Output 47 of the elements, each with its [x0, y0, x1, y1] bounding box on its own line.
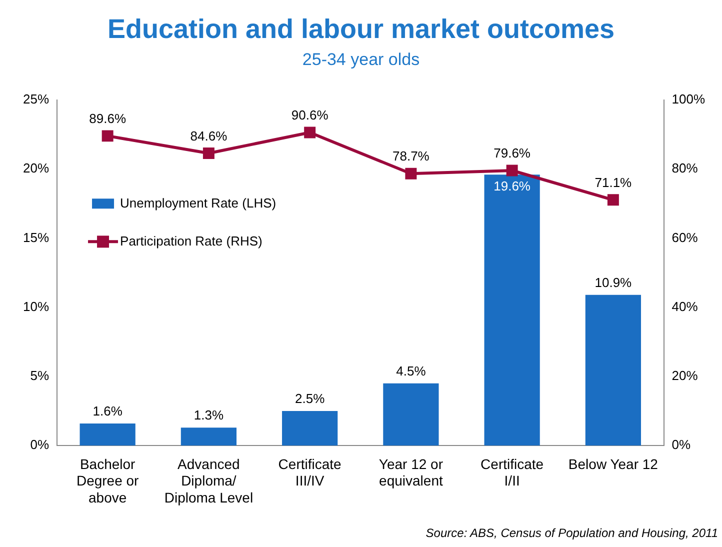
y2-tick-label: 40% — [672, 298, 698, 314]
data-label: 2.5% — [295, 391, 326, 406]
data-label: 71.1% — [594, 174, 632, 190]
bar — [484, 174, 540, 446]
bar — [180, 428, 237, 446]
point — [202, 147, 214, 159]
point — [102, 130, 114, 142]
y2-tick-label: 60% — [672, 230, 698, 245]
y-tick-label: 25% — [22, 92, 50, 107]
x-tick-label: Year 12 or equivalent — [378, 456, 444, 489]
x-tick-label: Advanced Diploma/ Diploma Level — [164, 456, 254, 506]
point — [304, 126, 316, 138]
bar — [80, 423, 136, 446]
bar — [585, 294, 641, 446]
x-tick-label: Certificate I/II — [480, 456, 544, 489]
point — [405, 168, 417, 180]
y2-tick-label: 20% — [672, 368, 698, 384]
chart-subtitle: 25-34 year olds — [301, 50, 421, 70]
x-tick-label: Below Year 12 — [568, 456, 658, 472]
data-label: 10.9% — [594, 274, 632, 290]
chart-title: Education and labour market outcomes — [106, 14, 616, 45]
y2-tick-label: 0% — [672, 437, 691, 452]
y-tick-label: 0% — [30, 437, 50, 452]
data-label: 79.6% — [494, 146, 531, 161]
source-note: Source: ABS, Census of Population and Housing, 2011 — [426, 526, 718, 540]
y-tick-label: 15% — [22, 230, 50, 245]
legend-label: Unemployment Rate (LHS) — [120, 195, 276, 210]
data-label: 4.5% — [396, 363, 426, 378]
y2-tick-label: 80% — [672, 160, 698, 176]
data-label: 1.3% — [194, 408, 224, 423]
legend-label: Participation Rate (RHS) — [120, 233, 262, 248]
data-label: 84.6% — [190, 128, 228, 144]
bar — [383, 383, 439, 446]
data-label: 89.6% — [89, 111, 126, 126]
point — [506, 164, 518, 176]
data-label: 90.6% — [291, 108, 329, 123]
x-tick-label: Bachelor Degree or above — [76, 456, 140, 506]
x-tick-label: Certificate III/IV — [278, 456, 342, 489]
data-label: 1.6% — [92, 404, 123, 419]
bar — [282, 411, 338, 446]
y-tick-label: 5% — [30, 368, 50, 384]
point — [607, 194, 619, 206]
data-label: 19.6% — [494, 178, 531, 194]
y2-tick-label: 100% — [672, 92, 706, 107]
data-label: 78.7% — [392, 148, 430, 164]
y-tick-label: 10% — [22, 298, 50, 314]
y-tick-label: 20% — [22, 160, 50, 176]
